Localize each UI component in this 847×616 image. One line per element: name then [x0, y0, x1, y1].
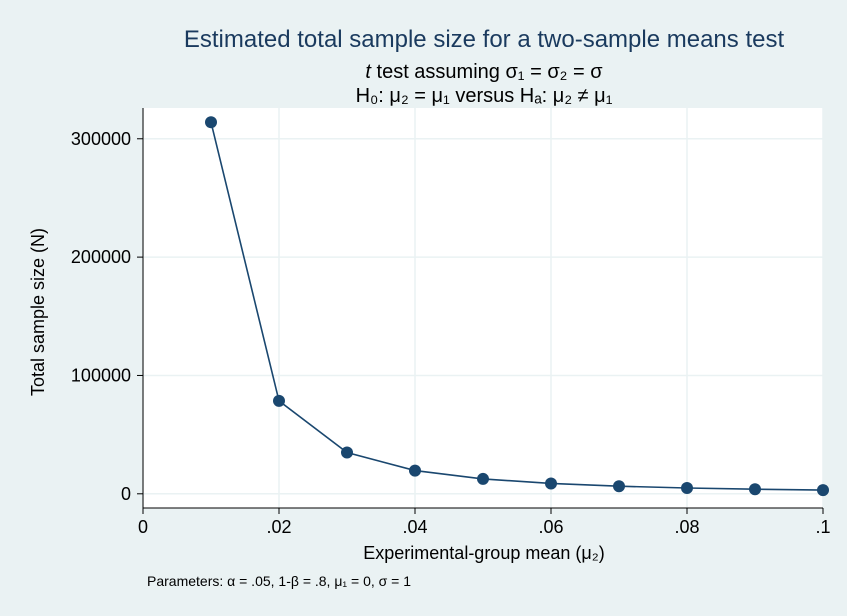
data-point — [409, 464, 421, 477]
chart-title: Estimated total sample size for a two-sa… — [184, 26, 785, 53]
grid — [142, 108, 824, 508]
y-tick-label: 100000 — [71, 365, 131, 385]
data-point — [341, 446, 353, 459]
x-tick-label: .1 — [815, 517, 830, 537]
x-tick-label: .08 — [674, 517, 699, 537]
y-tick-label: 300000 — [71, 129, 131, 149]
chart-subtitle-2: H₀: μ₂ = μ₁ versus Hₐ: μ₂ ≠ μ₁ — [356, 85, 613, 107]
series-line — [210, 122, 824, 491]
tick-labels: 0 .02 .04 .06 .08 .1 0 100000 200000 300000 — [71, 129, 831, 537]
x-tick-label: 0 — [138, 517, 148, 537]
data-point — [749, 483, 761, 496]
plot-area — [143, 108, 823, 508]
data-point — [613, 480, 625, 493]
data-point — [817, 484, 829, 497]
y-tick-label: 0 — [121, 484, 131, 504]
data-point — [205, 116, 217, 129]
parameters-note: Parameters: α = .05, 1-β = .8, μ₁ = 0, σ… — [147, 573, 411, 589]
data-point — [681, 481, 693, 494]
subtitle-rest: test assuming σ₁ = σ₂ = σ — [371, 61, 603, 83]
subtitle-italic-t: t — [365, 61, 372, 83]
x-tick-label: .02 — [266, 517, 291, 537]
y-tick-label: 200000 — [71, 247, 131, 267]
data-point — [545, 477, 557, 490]
chart-subtitle-1: t test assuming σ₁ = σ₂ = σ — [365, 61, 603, 83]
data-point — [477, 472, 489, 485]
data-series — [205, 116, 829, 497]
y-axis-label: Total sample size (N) — [28, 228, 48, 396]
x-tick-label: .06 — [538, 517, 563, 537]
x-tick-label: .04 — [402, 517, 427, 537]
x-axis-label: Experimental-group mean (μ₂) — [363, 543, 604, 563]
axes — [137, 108, 824, 514]
data-point — [273, 394, 285, 407]
